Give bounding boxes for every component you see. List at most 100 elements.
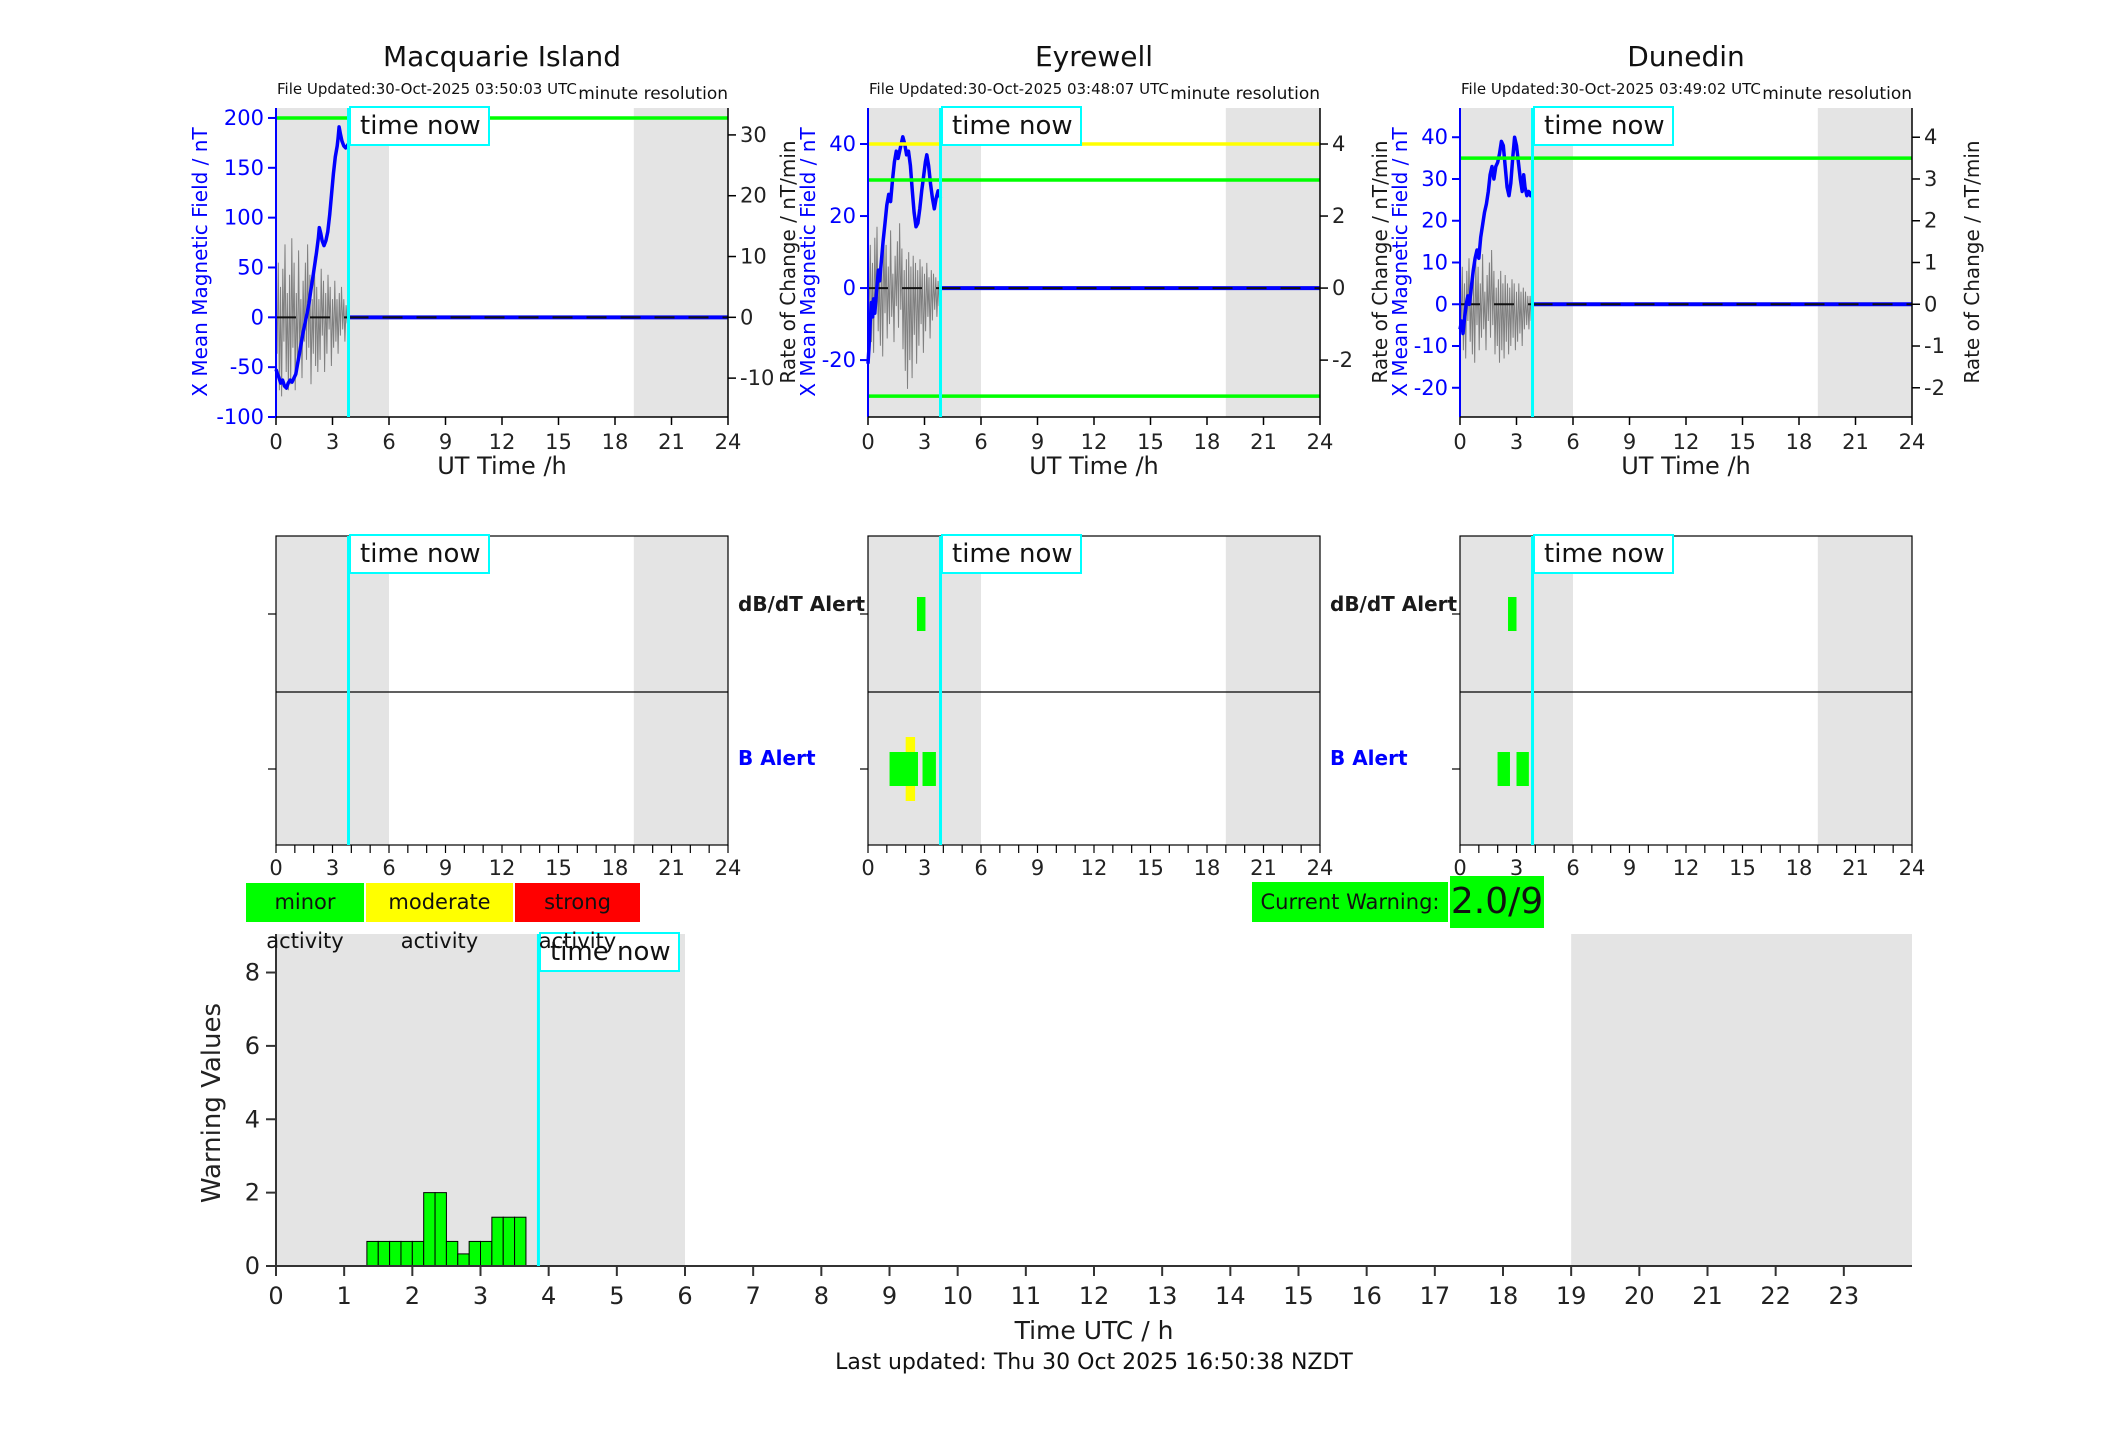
y-axis-label-rate-dunedin: Rate of Change / nT/min: [1960, 140, 1984, 384]
file-updated-eyrewell: File Updated:30-Oct-2025 03:48:07 UTC: [869, 80, 1169, 98]
night-shading: [276, 934, 685, 1266]
x-tick-label: 6: [1566, 430, 1579, 454]
rate-of-change-line: [867, 223, 940, 389]
panel-x-tick-label: 12: [1081, 856, 1108, 880]
x-tick-label: 3: [473, 1282, 488, 1310]
night-shading: [633, 108, 728, 417]
panel-x-tick-label: 0: [1453, 856, 1466, 880]
x-tick-label: 21: [1842, 430, 1869, 454]
y-tick-label-left: -50: [230, 355, 264, 379]
x-tick-label: 15: [1283, 1282, 1314, 1310]
panel-x-tick-label: 15: [545, 856, 572, 880]
rate-of-change-line: [275, 238, 348, 397]
x-tick-label: 24: [1899, 430, 1926, 454]
x-tick-label: 12: [489, 430, 516, 454]
y-tick-label-left: 200: [224, 106, 264, 130]
x-tick-label: 0: [1453, 430, 1466, 454]
b-alert-bar: [922, 752, 936, 786]
x-tick-label: 6: [382, 430, 395, 454]
y-tick-label-right: -10: [740, 366, 774, 390]
y-tick-label-right: 10: [740, 245, 767, 269]
dbdt-alert-label: dB/dT Alert: [1330, 592, 1458, 616]
x-tick-label: 11: [1011, 1282, 1042, 1310]
b-alert-bar: [1516, 752, 1529, 786]
x-tick-label: 10: [942, 1282, 973, 1310]
last-updated-text: Last updated: Thu 30 Oct 2025 16:50:38 N…: [835, 1350, 1353, 1375]
y-tick-label-left: 150: [224, 156, 264, 180]
y-tick-label-right: -2: [1332, 348, 1353, 372]
y-tick-label: 2: [245, 1179, 260, 1207]
y-tick-label: 4: [245, 1105, 260, 1133]
panel-x-tick-label: 6: [974, 856, 987, 880]
y-tick-label-right: 4: [1924, 125, 1937, 149]
x-tick-label: 5: [609, 1282, 624, 1310]
time-now-box: time now: [539, 932, 680, 972]
y-tick-label-right: 30: [740, 123, 767, 147]
warning-value-bar: [411, 1240, 425, 1267]
y-tick-label-left: 40: [1421, 125, 1448, 149]
night-shading: [1817, 536, 1912, 845]
panel-x-tick-label: 24: [715, 856, 742, 880]
night-shading: [633, 536, 728, 845]
panel-x-tick-label: 21: [1842, 856, 1869, 880]
b-alert-label: B Alert: [738, 746, 816, 770]
warning-value-bar: [491, 1216, 504, 1267]
panel-x-tick-label: 9: [1031, 856, 1044, 880]
rate-of-change-line: [1459, 249, 1532, 363]
current-warning-label: Current Warning:: [1252, 882, 1448, 922]
dbdt-alert-bar: [916, 597, 926, 631]
panel-x-tick-label: 21: [1250, 856, 1277, 880]
night-shading: [276, 536, 389, 845]
dbdt-alert-label: dB/dT Alert: [738, 592, 866, 616]
x-tick-label: 3: [918, 430, 931, 454]
x-tick-label: 0: [268, 1282, 283, 1310]
y-tick-label-right: 2: [1924, 209, 1937, 233]
x-tick-label: 8: [814, 1282, 829, 1310]
x-tick-label: 20: [1624, 1282, 1655, 1310]
x-tick-label: 19: [1556, 1282, 1587, 1310]
night-shading: [1225, 536, 1320, 845]
x-tick-label: 4: [541, 1282, 556, 1310]
panel-x-tick-label: 3: [918, 856, 931, 880]
time-now-box: time now: [1533, 534, 1674, 574]
x-tick-label: 3: [1510, 430, 1523, 454]
b-alert-bar: [1497, 752, 1510, 786]
y-tick-label-left: -10: [1414, 334, 1448, 358]
night-shading: [1817, 108, 1912, 417]
y-tick-label-left: 0: [251, 305, 264, 329]
x-tick-label: 18: [1194, 430, 1221, 454]
x-tick-label: 21: [1250, 430, 1277, 454]
warning-value-bar: [445, 1240, 459, 1267]
y-tick-label-right: 0: [1332, 276, 1345, 300]
y-tick-label: 0: [245, 1252, 260, 1280]
panel-x-tick-label: 24: [1307, 856, 1334, 880]
x-tick-label: 12: [1079, 1282, 1110, 1310]
file-updated-dunedin: File Updated:30-Oct-2025 03:49:02 UTC: [1461, 80, 1761, 98]
x-tick-label: 23: [1829, 1282, 1860, 1310]
x-tick-label: 24: [715, 430, 742, 454]
y-tick-label-left: 0: [843, 276, 856, 300]
panel-x-tick-label: 0: [861, 856, 874, 880]
warning-value-bar: [377, 1240, 391, 1267]
panel-x-tick-label: 6: [1566, 856, 1579, 880]
x-tick-label: 6: [974, 430, 987, 454]
x-tick-label: 16: [1351, 1282, 1382, 1310]
panel-x-tick-label: 0: [269, 856, 282, 880]
panel-x-tick-label: 9: [439, 856, 452, 880]
panel-x-tick-label: 12: [489, 856, 516, 880]
b-alert-label: B Alert: [1330, 746, 1408, 770]
y-tick-label-right: -1: [1924, 334, 1945, 358]
warning-value-bar: [514, 1216, 527, 1267]
y-axis-label-field-macquarie: X Mean Magnetic Field / nT: [188, 127, 212, 397]
night-shading: [1460, 536, 1573, 845]
time-now-box: time now: [349, 534, 490, 574]
warning-values-axis-label: Warning Values: [197, 1002, 227, 1204]
y-tick-label-left: 50: [237, 255, 264, 279]
x-tick-label: 9: [1031, 430, 1044, 454]
panel-x-tick-label: 18: [1194, 856, 1221, 880]
y-tick-label-right: 1: [1924, 251, 1937, 275]
station-title-macquarie: Macquarie Island: [382, 40, 622, 73]
resolution-label-eyrewell: minute resolution: [1170, 84, 1320, 104]
warning-value-bar: [400, 1240, 413, 1267]
y-tick-label-right: 2: [1332, 204, 1345, 228]
